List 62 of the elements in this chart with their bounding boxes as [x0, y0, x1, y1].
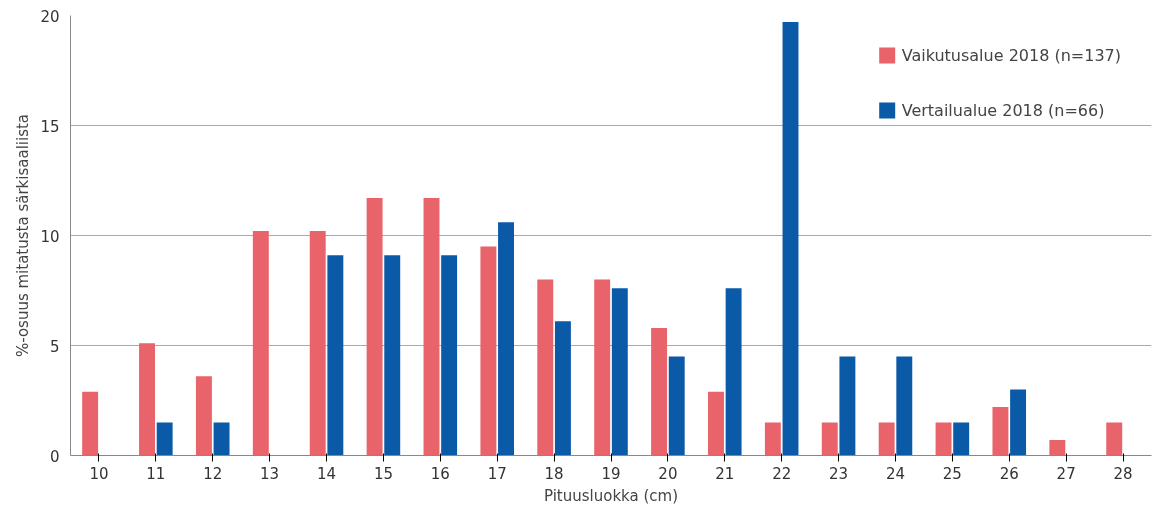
- x-tick-label: 11: [146, 464, 166, 483]
- bar: [878, 422, 895, 456]
- x-tick-label: 21: [715, 464, 735, 483]
- x-tick-label: 15: [373, 464, 393, 483]
- bar: [764, 422, 781, 456]
- bar: [953, 422, 970, 456]
- x-tick-label: 20: [658, 464, 678, 483]
- bar: [1010, 389, 1027, 456]
- bar: [252, 231, 269, 456]
- y-axis-title: %-osuus mitatusta särkisaaliista: [14, 113, 33, 358]
- bar: [935, 422, 952, 456]
- bar: [554, 321, 571, 456]
- x-tick-label: 26: [999, 464, 1019, 483]
- bar: [139, 343, 155, 456]
- bar: [384, 255, 401, 456]
- y-tick-label: 15: [40, 117, 60, 136]
- bar: [725, 288, 742, 456]
- bar: [498, 222, 514, 456]
- bar: [213, 422, 230, 456]
- x-tick-label: 28: [1113, 464, 1133, 483]
- bar: [651, 327, 668, 456]
- bar: [366, 198, 383, 456]
- x-tick-label: 10: [89, 464, 109, 483]
- bar: [992, 407, 1009, 456]
- bar: [782, 22, 799, 456]
- bar: [441, 255, 458, 456]
- legend-label: Vertailualue 2018 (n=66): [901, 100, 1105, 120]
- bar: [708, 391, 724, 456]
- x-tick-label: 25: [942, 464, 962, 483]
- x-tick-label: 19: [601, 464, 621, 483]
- bar: [594, 279, 611, 456]
- y-tick-label: 0: [49, 447, 60, 466]
- bar: [156, 422, 173, 456]
- x-tick-label: 17: [487, 464, 507, 483]
- bar: [611, 288, 628, 456]
- bar: [821, 422, 838, 456]
- y-tick-label: 20: [40, 7, 60, 26]
- x-tick-label: 16: [430, 464, 450, 483]
- bar: [195, 376, 212, 456]
- x-tick-label: 24: [885, 464, 906, 483]
- x-tick-label: 27: [1056, 464, 1076, 483]
- bar: [82, 391, 99, 456]
- bar: [309, 231, 326, 456]
- bar: [1049, 440, 1066, 456]
- bar: [896, 356, 913, 456]
- bar: [668, 356, 685, 456]
- bar: [1106, 422, 1123, 456]
- legend-label: Vaikutusalue 2018 (n=137): [901, 45, 1121, 65]
- bar: [423, 198, 440, 456]
- x-tick-label: 14: [316, 464, 337, 483]
- x-tick-label: 12: [203, 464, 223, 483]
- x-tick-label: 13: [260, 464, 280, 483]
- x-tick-label: 23: [829, 464, 849, 483]
- x-axis-title: Pituusluokka (cm): [543, 486, 679, 505]
- bar: [327, 255, 344, 456]
- bar: [537, 279, 554, 456]
- bar: [839, 356, 856, 456]
- y-tick-label: 5: [49, 337, 60, 356]
- x-tick-label: 22: [772, 464, 792, 483]
- bar: [480, 246, 497, 456]
- y-tick-label: 10: [40, 227, 60, 246]
- x-tick-label: 18: [544, 464, 564, 483]
